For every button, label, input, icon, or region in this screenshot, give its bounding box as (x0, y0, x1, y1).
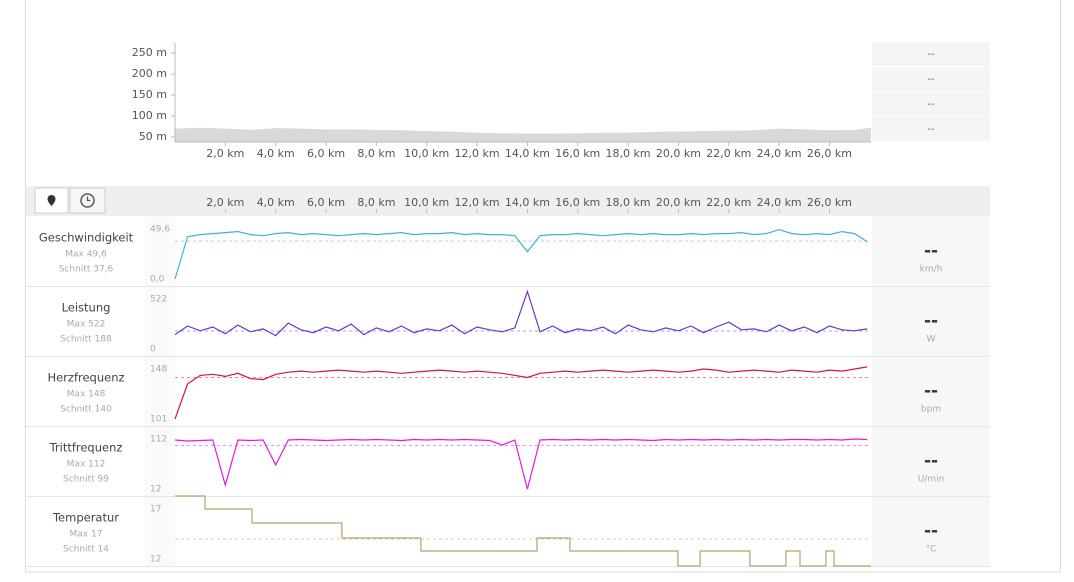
x-tick-label: 24,0 km (757, 147, 802, 160)
row-avg: Schnitt 14 (63, 545, 109, 555)
y-tick-label: 0 (150, 345, 156, 355)
current-value: -- (924, 241, 938, 261)
row-name: Temperatur (52, 511, 119, 525)
summary-value: -- (927, 49, 935, 60)
row-name: Leistung (62, 301, 111, 315)
row-max: Max 522 (67, 320, 106, 330)
x-tick-label: 12,0 km (455, 196, 500, 209)
summary-cell (872, 42, 990, 66)
unit: km/h (920, 265, 943, 275)
axis-column (145, 216, 175, 567)
current-value: -- (924, 381, 938, 401)
row-avg: Schnitt 140 (60, 405, 112, 415)
series-line (174, 366, 868, 420)
y-tick-label: 49,6 (150, 225, 170, 235)
series-line (175, 495, 871, 567)
row-max: Max 17 (70, 530, 103, 540)
row-name: Herzfrequenz (47, 371, 124, 385)
y-tick-label: 12 (150, 555, 161, 565)
x-tick-label: 14,0 km (505, 196, 550, 209)
y-tick-label: 12 (150, 485, 161, 495)
y-tick-label: 0,0 (150, 275, 165, 285)
summary-cell (872, 92, 990, 116)
x-tick-label: 8,0 km (357, 196, 395, 209)
series-line (174, 438, 868, 490)
x-tick-label: 6,0 km (307, 147, 345, 160)
series-line (174, 228, 868, 280)
series-line (174, 289, 868, 337)
row-name: Trittfrequenz (49, 441, 123, 455)
x-tick-label: 10,0 km (404, 196, 449, 209)
pin-icon (47, 195, 56, 206)
x-tick-label: 22,0 km (706, 147, 751, 160)
y-tick-label: 50 m (139, 130, 167, 143)
current-value: -- (924, 521, 938, 541)
x-tick-label: 2,0 km (206, 196, 244, 209)
x-tick-label: 10,0 km (404, 147, 449, 160)
summary-value: -- (927, 124, 935, 135)
summary-cell (872, 67, 990, 91)
x-tick-label: 12,0 km (455, 147, 500, 160)
value-column (872, 216, 990, 567)
row-max: Max 112 (67, 460, 106, 470)
x-tick-label: 26,0 km (807, 196, 852, 209)
y-tick-label: 148 (150, 365, 167, 375)
summary-cell (872, 117, 990, 141)
current-value: -- (924, 311, 938, 331)
y-tick-label: 150 m (132, 88, 167, 101)
y-tick-label: 112 (150, 435, 167, 445)
x-tick-label: 2,0 km (206, 147, 244, 160)
y-tick-label: 100 m (132, 109, 167, 122)
row-avg: Schnitt 99 (63, 475, 109, 485)
x-tick-label: 18,0 km (606, 147, 651, 160)
unit: °C (926, 545, 937, 555)
row-avg: Schnitt 188 (60, 335, 112, 345)
x-tick-label: 24,0 km (757, 196, 802, 209)
x-tick-label: 16,0 km (555, 147, 600, 160)
y-tick-label: 200 m (132, 67, 167, 80)
unit: U/min (918, 475, 945, 485)
row-max: Max 148 (67, 390, 106, 400)
summary-value: -- (927, 99, 935, 110)
unit: W (927, 335, 936, 345)
elevation-area (175, 127, 871, 142)
x-tick-label: 6,0 km (307, 196, 345, 209)
x-tick-label: 18,0 km (606, 196, 651, 209)
x-tick-label: 20,0 km (656, 147, 701, 160)
current-value: -- (924, 451, 938, 471)
clock-icon (80, 193, 95, 208)
y-tick-label: 522 (150, 295, 167, 305)
unit: bpm (921, 405, 941, 415)
y-tick-label: 101 (150, 415, 167, 425)
x-tick-label: 16,0 km (555, 196, 600, 209)
x-tick-label: 4,0 km (257, 147, 295, 160)
y-tick-label: 250 m (132, 46, 167, 59)
clock-hand (86, 196, 91, 202)
x-tick-label: 8,0 km (357, 147, 395, 160)
row-name: Geschwindigkeit (39, 231, 134, 245)
summary-value: -- (927, 74, 935, 85)
x-tick-label: 20,0 km (656, 196, 701, 209)
y-tick-label: 17 (150, 505, 161, 515)
x-tick-label: 4,0 km (257, 196, 295, 209)
x-tick-label: 22,0 km (706, 196, 751, 209)
x-tick-label: 14,0 km (505, 147, 550, 160)
x-tick-label: 26,0 km (807, 147, 852, 160)
row-max: Max 49,6 (65, 250, 107, 260)
row-avg: Schnitt 37,6 (59, 265, 114, 275)
